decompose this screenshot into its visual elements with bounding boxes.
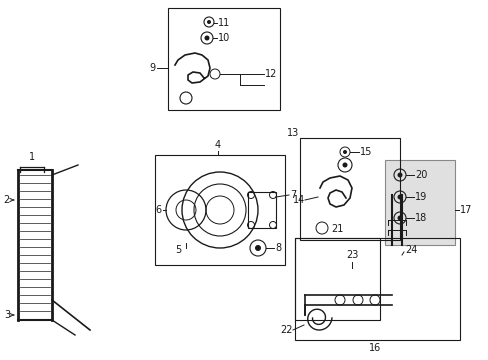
Text: 7: 7	[289, 190, 296, 200]
Text: 19: 19	[414, 192, 427, 202]
Circle shape	[204, 36, 209, 41]
Text: 24: 24	[404, 245, 417, 255]
Bar	[155, 155, 285, 265]
Text: 13: 13	[286, 128, 298, 138]
Circle shape	[397, 172, 402, 177]
Bar	[168, 8, 280, 110]
Circle shape	[206, 20, 210, 24]
Text: 11: 11	[218, 18, 230, 28]
Circle shape	[342, 150, 346, 154]
Text: 22: 22	[280, 325, 292, 335]
Circle shape	[397, 194, 402, 199]
Text: 4: 4	[215, 140, 221, 150]
Text: 14: 14	[292, 195, 305, 205]
Bar	[294, 238, 379, 320]
Circle shape	[397, 216, 402, 220]
Bar	[247, 192, 275, 228]
Text: 2: 2	[4, 195, 10, 205]
Text: 20: 20	[414, 170, 427, 180]
Circle shape	[342, 162, 347, 167]
Text: 1: 1	[29, 152, 35, 162]
Text: 10: 10	[218, 33, 230, 43]
Text: 15: 15	[359, 147, 372, 157]
Text: 8: 8	[274, 243, 281, 253]
Text: 16: 16	[368, 343, 380, 353]
Text: 9: 9	[149, 63, 156, 73]
Text: 18: 18	[414, 213, 427, 223]
Text: 5: 5	[175, 245, 181, 255]
Text: 12: 12	[264, 69, 277, 79]
Bar	[299, 138, 399, 240]
Text: 21: 21	[330, 224, 343, 234]
Text: 23: 23	[345, 250, 357, 260]
Bar	[294, 238, 459, 340]
Circle shape	[254, 245, 261, 251]
Bar	[384, 160, 454, 245]
Text: 3: 3	[4, 310, 10, 320]
Text: 17: 17	[459, 205, 471, 215]
Text: 6: 6	[156, 205, 162, 215]
